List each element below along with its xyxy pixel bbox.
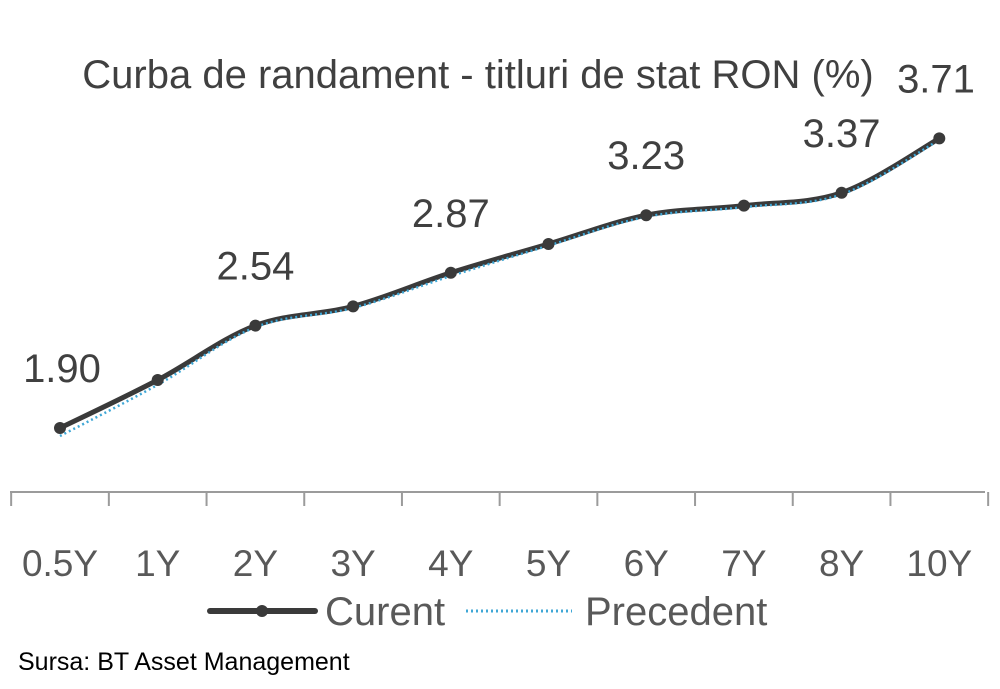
- series-point-curent: [249, 319, 262, 332]
- legend-marker-curent: [256, 605, 268, 617]
- x-tick-label: 4Y: [428, 543, 473, 584]
- series-point-curent: [444, 266, 457, 279]
- series-point-curent: [737, 199, 750, 212]
- series-line-precedent: [59, 138, 940, 438]
- series-point-curent: [835, 186, 848, 199]
- x-tick-label: 7Y: [721, 543, 766, 584]
- legend: Curent Precedent: [207, 590, 767, 634]
- series-line-curent: [57, 135, 942, 431]
- series-point-curent: [933, 132, 946, 145]
- data-label: 3.37: [803, 112, 881, 156]
- data-label: 2.87: [412, 192, 490, 236]
- data-labels: 1.90 2.54 2.87 3.23 3.37 3.71: [23, 57, 975, 391]
- source-note: Sursa: BT Asset Management: [18, 648, 350, 676]
- series-point-curent: [151, 374, 164, 386]
- data-label: 3.71: [897, 57, 975, 101]
- x-tick-label: 10Y: [906, 543, 972, 584]
- chart-title: Curba de randament - titluri de stat RON…: [82, 53, 873, 97]
- legend-label-precedent: Precedent: [585, 590, 767, 634]
- series-point-curent: [347, 300, 360, 313]
- series-point-curent: [54, 422, 66, 434]
- x-tick-label: 3Y: [330, 543, 375, 584]
- data-label: 1.90: [23, 347, 101, 391]
- series-point-curent: [542, 238, 555, 250]
- x-tick-label: 6Y: [624, 543, 669, 584]
- x-tick-label: 1Y: [135, 543, 180, 584]
- data-label: 3.23: [607, 134, 685, 178]
- data-label: 2.54: [216, 245, 294, 289]
- x-axis-tick-labels: 0.5Y 1Y 2Y 3Y 4Y 5Y 6Y 7Y 8Y 10Y: [22, 543, 972, 584]
- x-tick-label: 0.5Y: [22, 543, 98, 584]
- series-point-curent: [640, 209, 653, 222]
- series-layer: [54, 132, 946, 438]
- x-tick-label: 8Y: [819, 543, 864, 584]
- x-axis-ticks: [10, 492, 990, 506]
- x-tick-label: 2Y: [233, 543, 278, 584]
- x-tick-label: 5Y: [526, 543, 571, 584]
- legend-label-curent: Curent: [325, 590, 445, 634]
